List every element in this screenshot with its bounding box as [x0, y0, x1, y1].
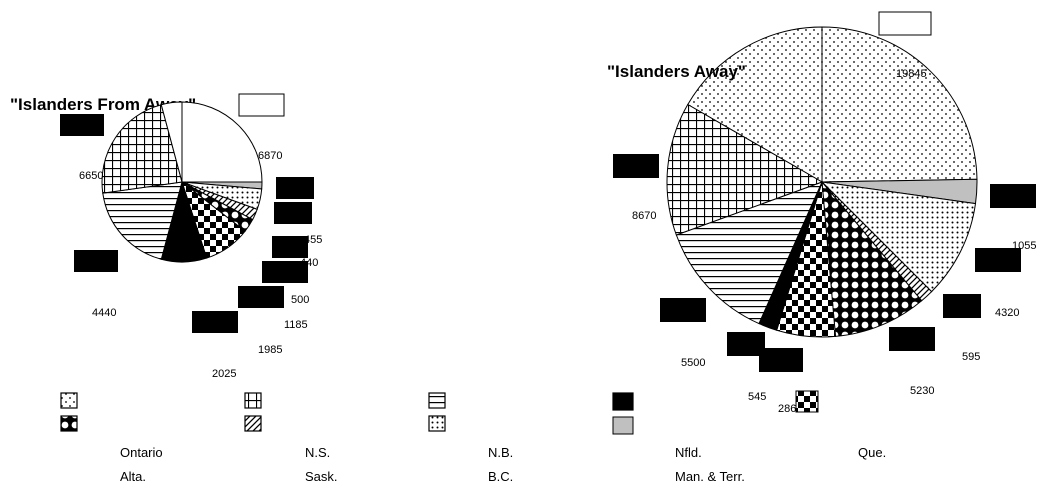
label-box — [990, 184, 1036, 208]
legend-label: N.S. — [305, 445, 330, 460]
data-label: 1185 — [284, 319, 308, 331]
data-label: 1055 — [1012, 240, 1036, 252]
data-label: 4320 — [995, 307, 1019, 319]
label-box — [727, 332, 765, 356]
pie-left: "Islanders From Away" 6870 6650 4440 202… — [10, 93, 322, 380]
data-label: 5230 — [910, 385, 934, 397]
legend-swatch-nb — [428, 392, 446, 409]
legend-swatch-nfld — [612, 392, 634, 411]
label-box — [262, 261, 308, 283]
legend-swatch-alta — [60, 415, 78, 432]
legend-label: Man. & Terr. — [675, 469, 745, 484]
data-label: 595 — [962, 351, 980, 363]
right-slice-8 — [675, 181, 823, 325]
legend: Ontario N.S. N.B. Nfld. Que. Alta. Sask.… — [60, 392, 886, 484]
label-box — [889, 327, 935, 351]
right-slice-5 — [821, 180, 923, 337]
data-label: 500 — [291, 294, 309, 306]
empty-label-box — [878, 11, 932, 36]
label-box — [943, 294, 981, 318]
right-slice-1 — [821, 26, 978, 183]
label-box — [74, 250, 118, 272]
label-box — [795, 390, 819, 413]
label-box — [192, 311, 238, 333]
chart-title-right: "Islanders Away" — [607, 62, 746, 81]
label-box — [613, 154, 659, 178]
legend-label: N.B. — [488, 445, 513, 460]
label-box — [272, 236, 308, 258]
legend-label: Alta. — [120, 469, 146, 484]
data-label: 545 — [748, 391, 766, 403]
legend-swatch-ontario — [60, 392, 78, 409]
label-box — [759, 348, 803, 372]
legend-swatch-que — [612, 416, 634, 435]
data-label: 4440 — [92, 307, 116, 319]
right-slice-9 — [666, 103, 824, 236]
data-label: 440 — [300, 257, 318, 269]
data-label: 455 — [304, 234, 322, 246]
data-label: 6650 — [79, 170, 103, 182]
label-box — [975, 248, 1021, 272]
left-slice-7 — [102, 181, 183, 260]
left-slice-8 — [101, 104, 183, 194]
legend-label: Ontario — [120, 445, 163, 460]
legend-swatch-sask — [244, 415, 262, 432]
label-box — [660, 298, 706, 322]
left-slice-9 — [160, 101, 183, 183]
label-box — [238, 286, 284, 308]
legend-label: Sask. — [305, 469, 338, 484]
data-label: 1985 — [258, 344, 282, 356]
left-slice-0 — [181, 101, 263, 183]
legend-swatch-ns — [244, 392, 262, 409]
label-box — [60, 114, 104, 136]
right-slice-0 — [687, 26, 823, 183]
legend-swatch-bc — [428, 415, 446, 432]
label-box — [274, 202, 312, 224]
legend-label: B.C. — [488, 469, 513, 484]
pie-right: "Islanders Away" 19845 8670 5500 545 286… — [607, 11, 1036, 415]
data-label: 19845 — [896, 68, 927, 80]
legend-label: Nfld. — [675, 445, 702, 460]
label-box — [276, 177, 314, 199]
data-label: 2025 — [212, 368, 236, 380]
data-label: 8670 — [632, 210, 656, 222]
right-slice-3 — [820, 181, 977, 293]
empty-label-box — [238, 93, 285, 117]
legend-label: Que. — [858, 445, 886, 460]
data-label: 5500 — [681, 357, 705, 369]
data-label: 6870 — [258, 150, 282, 162]
